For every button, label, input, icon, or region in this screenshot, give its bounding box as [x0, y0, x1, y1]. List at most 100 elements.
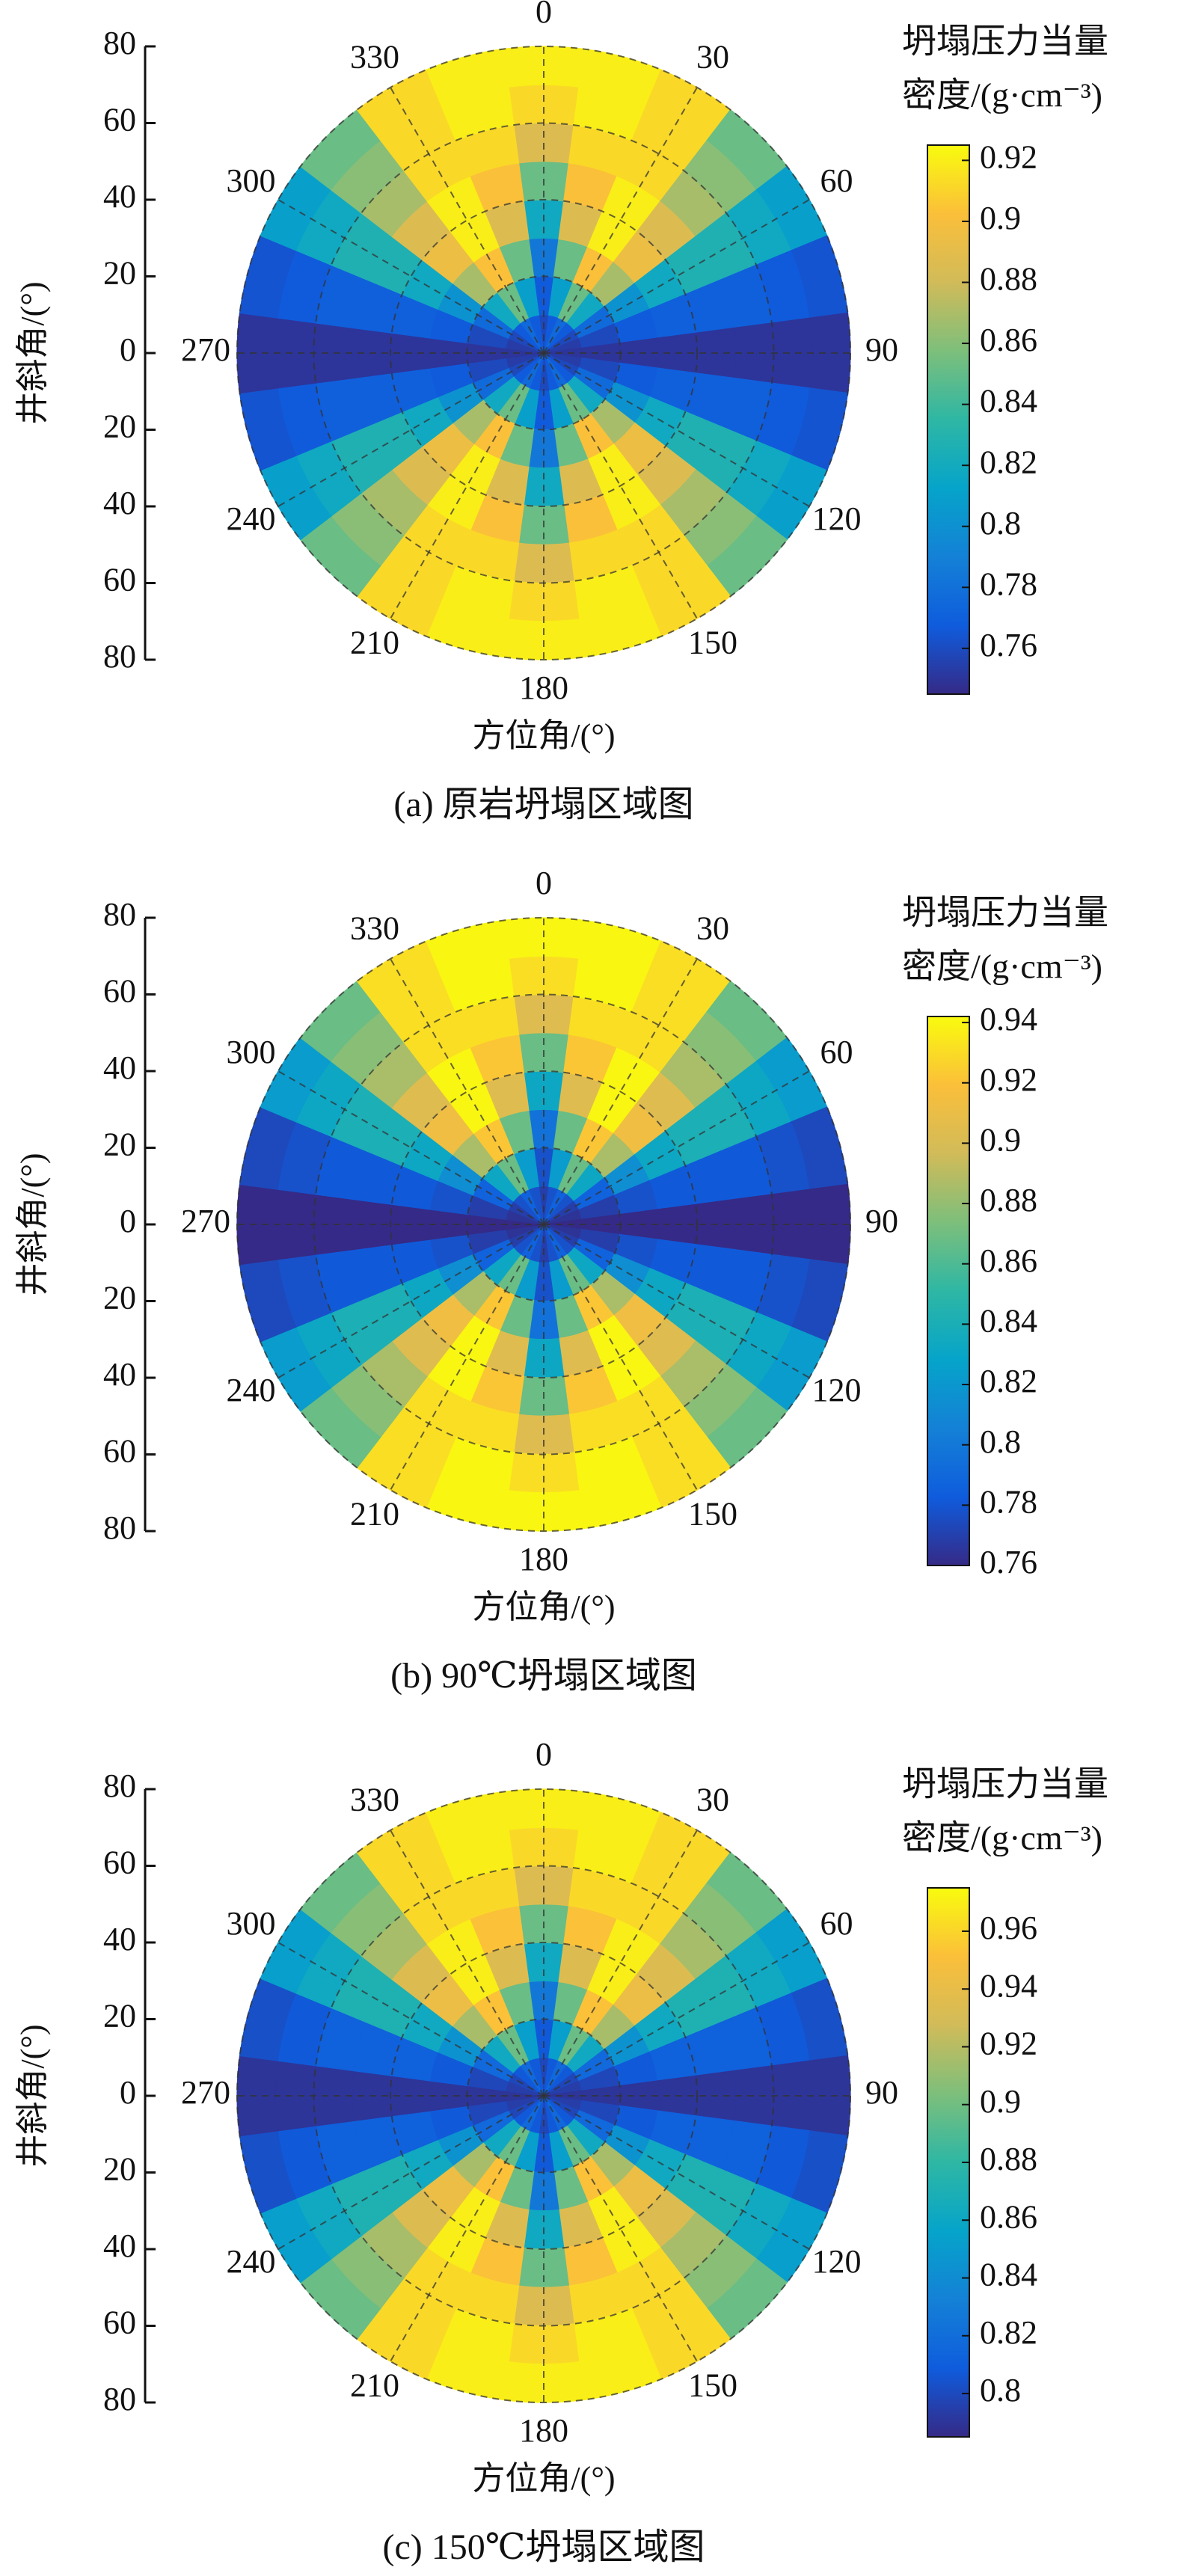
- azimuth-label: 30: [696, 910, 729, 947]
- grid-spoke: [543, 1224, 810, 1379]
- azimuth-label: 180: [519, 1541, 568, 1577]
- colorbar-tick-label: 0.8: [980, 2372, 1021, 2408]
- azimuth-label: 240: [227, 2243, 276, 2280]
- y-tick-label: 60: [103, 1844, 136, 1881]
- grid-spoke: [390, 87, 544, 354]
- colorbar-tick-label: 0.9: [980, 1121, 1021, 1158]
- panel-title: (c) 150℃坍塌区域图: [383, 2527, 705, 2567]
- grid-spoke: [390, 2095, 544, 2362]
- grid-circle: [390, 1070, 698, 1379]
- panel-title: (a) 原岩坍塌区域图: [393, 785, 693, 824]
- colorbar-tick-label: 0.92: [980, 1061, 1037, 1098]
- azimuth-label: 150: [688, 625, 737, 661]
- colorbar-tick-label: 0.92: [980, 138, 1037, 175]
- colorbar-tick-label: 0.84: [980, 1302, 1037, 1339]
- grid-spoke: [277, 1070, 544, 1225]
- azimuth-label: 180: [519, 669, 568, 706]
- colorbar-tick-label: 0.76: [980, 1544, 1037, 1580]
- azimuth-label: 210: [350, 625, 399, 661]
- grid-spoke: [277, 1942, 544, 2097]
- y-tick-label: 80: [103, 1509, 136, 1546]
- grid-spoke: [390, 1830, 544, 2097]
- grid-spoke: [277, 1224, 544, 1379]
- grid-circle: [236, 46, 851, 660]
- colorbar-tick-label: 0.8: [980, 1423, 1021, 1460]
- azimuth-label: 300: [227, 1034, 276, 1070]
- colorbar-tick-label: 0.88: [980, 261, 1037, 298]
- y-axis-title: 井斜角/(°): [14, 281, 51, 424]
- azimuth-label: 30: [696, 39, 729, 76]
- grid-spoke: [277, 2095, 544, 2250]
- y-tick-label: 40: [103, 1049, 136, 1086]
- y-tick-label: 60: [103, 1433, 136, 1470]
- azimuth-label: 330: [350, 1782, 399, 1818]
- azimuth-label: 30: [696, 1782, 729, 1818]
- y-tick-label: 20: [103, 2151, 136, 2188]
- azimuth-label: 90: [865, 331, 898, 368]
- azimuth-label: 150: [688, 1496, 737, 1533]
- azimuth-label: 300: [227, 162, 276, 199]
- colorbar-tick-label: 0.76: [980, 627, 1037, 663]
- azimuth-label: 150: [688, 2367, 737, 2404]
- grid-spoke: [543, 1224, 698, 1491]
- colorbar-title: 密度/(g·cm⁻³): [902, 948, 1102, 986]
- colorbar: [927, 1016, 970, 1566]
- colorbar-tick-label: 0.9: [980, 2083, 1021, 2120]
- y-tick-label: 80: [103, 2381, 136, 2417]
- y-tick-label: 80: [103, 25, 136, 61]
- azimuth-label: 120: [812, 1372, 861, 1408]
- colorbar-title: 坍塌压力当量: [902, 22, 1108, 61]
- azimuth-label: 90: [865, 2074, 898, 2111]
- azimuth-label: 120: [812, 500, 861, 537]
- grid-spoke: [543, 199, 810, 354]
- azimuth-label: 270: [181, 331, 230, 368]
- y-tick-label: 60: [103, 973, 136, 1010]
- panel: 0 30 60 90 120 150 180 210 240 270 300 330 0 20 20 40 40…: [14, 865, 1108, 1696]
- y-tick-label: 40: [103, 2227, 136, 2264]
- colorbar-title: 坍塌压力当量: [902, 1765, 1108, 1803]
- colorbar-tick-label: 0.86: [980, 1242, 1037, 1279]
- colorbar-tick-label: 0.96: [980, 1910, 1037, 1946]
- y-axis-title: 井斜角/(°): [14, 2024, 51, 2167]
- colorbar-tick-label: 0.88: [980, 2141, 1037, 2177]
- x-axis-title: 方位角/(°): [472, 2460, 615, 2497]
- azimuth-label: 270: [181, 1203, 230, 1239]
- heat-cell: [426, 1791, 509, 1849]
- panel-title: (b) 90℃坍塌区域图: [390, 1656, 697, 1696]
- grid-spoke: [277, 352, 544, 507]
- colorbar-tick-label: 0.92: [980, 2025, 1037, 2062]
- panel: 0 30 60 90 120 150 180 210 240 270 300 330 0 20 20 40 40…: [14, 1736, 1108, 2567]
- colorbar-tick-label: 0.8: [980, 505, 1021, 542]
- y-tick-label: 20: [103, 255, 136, 292]
- azimuth-label: 0: [536, 865, 552, 901]
- azimuth-label: 210: [350, 1496, 399, 1533]
- grid-circle: [390, 199, 698, 507]
- colorbar-tick-label: 0.9: [980, 200, 1021, 236]
- y-tick-label: 80: [103, 638, 136, 675]
- y-tick-label: 60: [103, 2304, 136, 2341]
- y-tick-label: 0: [120, 331, 136, 368]
- colorbar-title: 密度/(g·cm⁻³): [902, 1819, 1102, 1857]
- colorbar-tick-label: 0.86: [980, 322, 1037, 358]
- azimuth-label: 60: [820, 162, 853, 199]
- grid-spoke: [543, 1942, 810, 2097]
- y-tick-label: 40: [103, 485, 136, 521]
- y-tick-label: 40: [103, 1921, 136, 1957]
- y-tick-label: 20: [103, 1126, 136, 1163]
- azimuth-label: 300: [227, 1905, 276, 1942]
- grid-spoke: [543, 1070, 810, 1225]
- colorbar-tick-label: 0.82: [980, 1363, 1037, 1399]
- colorbar-tick-label: 0.78: [980, 565, 1037, 602]
- y-tick-label: 60: [103, 562, 136, 598]
- colorbar-tick-label: 0.82: [980, 2314, 1037, 2351]
- y-tick-label: 40: [103, 178, 136, 215]
- azimuth-label: 240: [227, 1372, 276, 1408]
- colorbar-title: 坍塌压力当量: [902, 894, 1108, 932]
- azimuth-label: 270: [181, 2074, 230, 2111]
- grid-spoke: [543, 1830, 698, 2097]
- y-tick-label: 60: [103, 102, 136, 138]
- grid-spoke: [543, 958, 698, 1225]
- grid-circle: [236, 1788, 851, 2403]
- grid-spoke: [543, 352, 810, 507]
- colorbar-tick-label: 0.82: [980, 444, 1037, 480]
